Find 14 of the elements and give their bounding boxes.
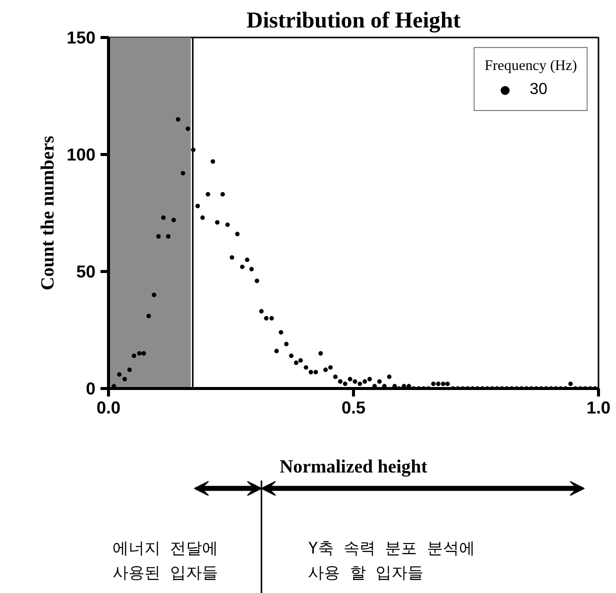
x-tick-label: 1.0 bbox=[586, 398, 611, 418]
legend-title: Frequency (Hz) bbox=[484, 58, 577, 75]
y-tick-label: 50 bbox=[76, 262, 96, 282]
y-tick-label: 150 bbox=[66, 28, 96, 48]
text: Y축 속력 분포 분석에 사용 할 입자들 bbox=[308, 538, 475, 582]
y-axis-title: Count the numbers bbox=[38, 136, 59, 290]
y-tick-label: 100 bbox=[66, 144, 96, 164]
legend-label: 30 bbox=[530, 81, 548, 99]
x-tick-label: 0.0 bbox=[96, 398, 121, 418]
chart-title: Distribution of Height bbox=[246, 8, 461, 32]
x-tick-label: 0.5 bbox=[341, 398, 366, 418]
y-tick-label: 0 bbox=[86, 378, 96, 398]
text: 에너지 전달에 사용된 입자들 bbox=[112, 538, 218, 582]
x-axis-title: Normalized height bbox=[280, 456, 428, 478]
